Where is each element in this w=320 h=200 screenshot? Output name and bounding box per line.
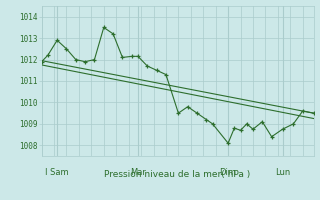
- Text: Lun: Lun: [275, 168, 290, 177]
- Text: Mar: Mar: [130, 168, 146, 177]
- Text: Dim: Dim: [220, 168, 236, 177]
- X-axis label: Pression niveau de la mer( hPa ): Pression niveau de la mer( hPa ): [104, 170, 251, 179]
- Text: I Sam: I Sam: [45, 168, 69, 177]
